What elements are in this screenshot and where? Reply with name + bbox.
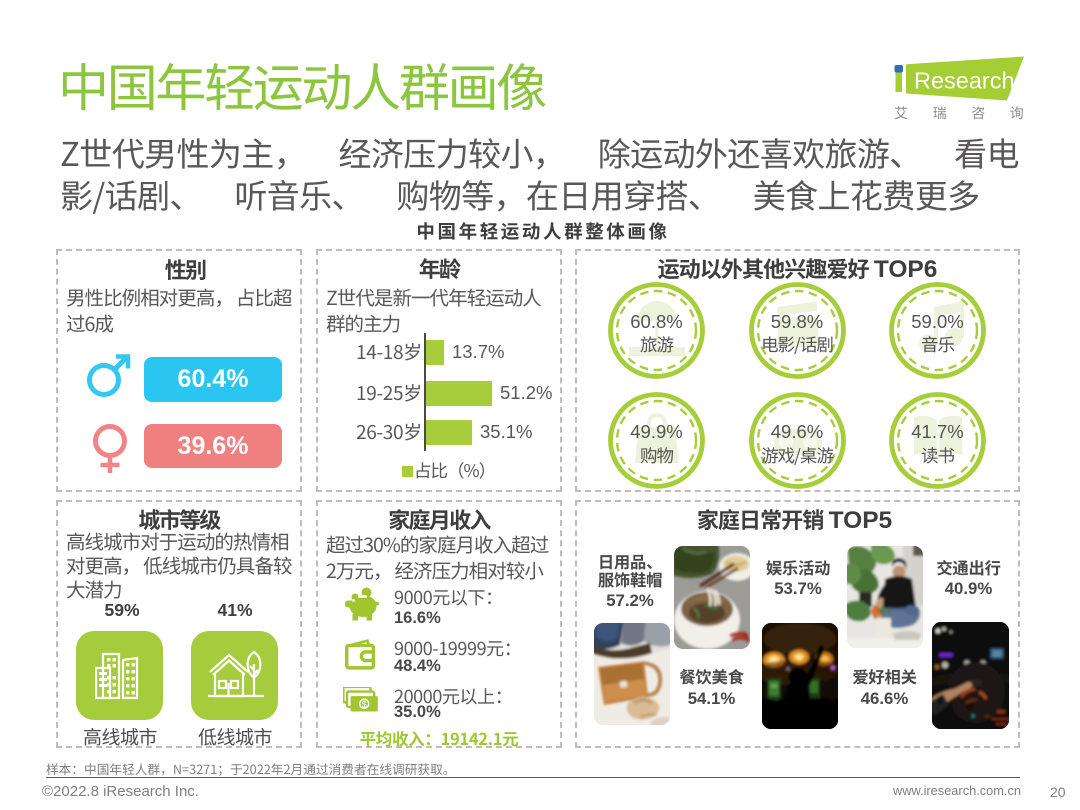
svg-text:$: $ — [362, 699, 367, 709]
svg-text:Research: Research — [914, 68, 1015, 94]
